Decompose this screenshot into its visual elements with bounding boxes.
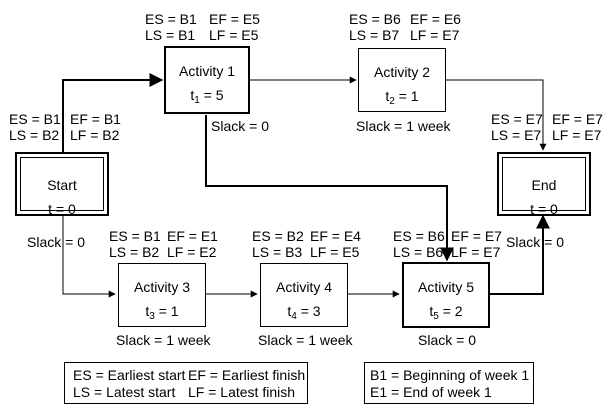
start-slack: Slack = 0 — [27, 234, 85, 250]
legend-weeks: B1 = Beginning of week 1 E1 = End of wee… — [364, 362, 534, 404]
act1-ls: LS = B1 — [145, 27, 196, 43]
node-activity-4: Activity 4 t4 = 3 — [260, 263, 348, 327]
act5-es: ES = B6 — [393, 228, 445, 244]
legend-lf: LF = Latest finish — [188, 384, 296, 400]
legend-es: ES = Earliest start — [73, 367, 186, 383]
act4-ls: LS = B3 — [252, 244, 303, 260]
act2-ls: LS = B7 — [349, 27, 400, 43]
act1-lf: LF = E5 — [209, 27, 259, 43]
act4-lf: LF = E5 — [310, 244, 360, 260]
act3-slack: Slack = 1 week — [116, 332, 211, 348]
legend-e1: E1 = End of week 1 — [370, 384, 492, 400]
node-activity-3-name: Activity 3 — [133, 279, 190, 295]
end-ls: LS = E7 — [491, 127, 542, 143]
edge-act5-end — [490, 214, 550, 295]
act1-ef: EF = E5 — [209, 11, 260, 27]
node-activity-5-duration: t5 = 2 — [429, 303, 463, 322]
end-lf: LF = E7 — [552, 127, 602, 143]
node-end-name: End — [531, 177, 557, 193]
node-activity-4-duration: t4 = 3 — [287, 303, 321, 322]
act2-ef: EF = E6 — [410, 11, 461, 27]
node-start: Start t = 0 — [15, 152, 109, 216]
start-ls: LS = B2 — [9, 127, 60, 143]
act4-ef: EF = E4 — [310, 228, 361, 244]
legend-b1: B1 = Beginning of week 1 — [370, 367, 530, 383]
act4-es: ES = B2 — [252, 228, 304, 244]
act2-es: ES = B6 — [349, 11, 401, 27]
node-activity-4-name: Activity 4 — [275, 279, 332, 295]
edge-act2-end — [446, 79, 547, 151]
edge-start-act1 — [62, 73, 164, 152]
end-ef: EF = E7 — [552, 111, 603, 127]
node-activity-2: Activity 2 t2 = 1 — [358, 48, 446, 112]
node-activity-5: Activity 5 t5 = 2 — [402, 262, 490, 328]
act2-slack: Slack = 1 week — [356, 118, 451, 134]
act5-slack: Slack = 0 — [418, 332, 476, 348]
act3-ef: EF = E1 — [167, 228, 218, 244]
node-activity-5-name: Activity 5 — [417, 279, 474, 295]
start-ef: EF = B1 — [70, 111, 121, 127]
node-activity-3-duration: t3 = 1 — [145, 303, 179, 322]
end-es: ES = E7 — [491, 111, 543, 127]
start-es: ES = B1 — [9, 111, 61, 127]
node-end: End t = 0 — [497, 152, 591, 216]
act4-slack: Slack = 1 week — [258, 332, 353, 348]
act5-ef: EF = E7 — [451, 228, 502, 244]
node-start-duration: t = 0 — [48, 201, 76, 217]
act2-lf: LF = E7 — [410, 27, 460, 43]
node-activity-1: Activity 1 t1 = 5 — [164, 46, 250, 114]
act1-es: ES = B1 — [145, 11, 197, 27]
end-slack: Slack = 0 — [506, 234, 564, 250]
act1-slack: Slack = 0 — [211, 118, 269, 134]
edge-start-act3 — [62, 216, 116, 298]
legend-ls: LS = Latest start — [73, 384, 176, 400]
node-activity-1-duration: t1 = 5 — [190, 87, 224, 106]
act3-es: ES = B1 — [109, 228, 161, 244]
act5-lf: LF = E7 — [451, 244, 501, 260]
node-activity-1-name: Activity 1 — [178, 63, 235, 79]
act5-ls: LS = B6 — [393, 244, 444, 260]
start-lf: LF = B2 — [70, 127, 120, 143]
node-start-name: Start — [47, 177, 77, 193]
node-end-duration: t = 0 — [530, 201, 558, 217]
edge-act1-act5 — [205, 115, 454, 262]
legend-ef: EF = Earliest finish — [188, 367, 306, 383]
act3-ls: LS = B2 — [109, 244, 160, 260]
act3-lf: LF = E2 — [167, 244, 217, 260]
node-activity-2-name: Activity 2 — [373, 64, 430, 80]
legend-abbreviations: ES = Earliest start EF = Earliest finish… — [64, 362, 308, 404]
node-activity-2-duration: t2 = 1 — [385, 88, 419, 107]
node-activity-3: Activity 3 t3 = 1 — [118, 263, 206, 327]
